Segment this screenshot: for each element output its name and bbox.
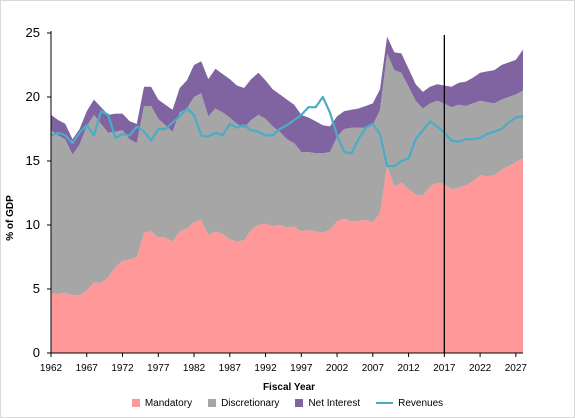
legend-item-net-interest: Net Interest: [295, 398, 360, 409]
legend-swatch-discretionary: [208, 399, 217, 407]
legend: Mandatory Discretionary Net Interest Rev…: [0, 395, 575, 411]
legend-label-discretionary: Discretionary: [221, 397, 280, 409]
line-layer: [50, 35, 524, 353]
x-tick-label: 1987: [219, 363, 242, 374]
legend-swatch-revenues: [376, 402, 394, 404]
legend-label-mandatory: Mandatory: [144, 397, 193, 409]
legend-label-revenues: Revenues: [398, 397, 444, 409]
y-tick-label: 15: [26, 153, 40, 168]
y-tick-label: 0: [33, 345, 40, 360]
x-tick-label: 2007: [362, 363, 385, 374]
x-tick-label: 2027: [505, 363, 528, 374]
x-tick-label: 2022: [469, 363, 492, 374]
area-discretionary: [51, 53, 523, 296]
x-tick-label: 1967: [76, 363, 99, 374]
tick-layer: 0 5 10 15 20 25 1962 1967 1972 1977 1982 1987 1992 19…: [26, 25, 528, 374]
legend-item-discretionary: Discretionary: [208, 398, 279, 409]
legend-item-revenues: Revenues: [376, 398, 443, 409]
y-tick-label: 10: [26, 217, 40, 232]
area-mandatory: [51, 158, 523, 353]
legend-swatch-mandatory: [131, 399, 140, 407]
x-tick-label: 1972: [111, 363, 134, 374]
x-tick-label: 1992: [254, 363, 277, 374]
x-tick-label: 1977: [147, 363, 170, 374]
x-tick-label: 2012: [397, 363, 420, 374]
x-tick-label: 1997: [290, 363, 313, 374]
x-tick-label: 1962: [40, 363, 63, 374]
legend-swatch-net-interest: [295, 399, 304, 407]
legend-label-net-interest: Net Interest: [308, 397, 361, 409]
y-tick-label: 25: [26, 25, 40, 40]
y-axis-title: % of GDP: [5, 195, 16, 241]
x-tick-label: 2017: [433, 363, 456, 374]
x-tick-label: 2002: [326, 363, 349, 374]
x-tick-label: 1982: [183, 363, 206, 374]
y-tick-label: 5: [33, 281, 40, 296]
area-layer: [51, 36, 523, 353]
y-tick-label: 20: [26, 89, 40, 104]
x-axis-title: Fiscal Year: [263, 382, 315, 393]
legend-item-mandatory: Mandatory: [131, 397, 193, 409]
